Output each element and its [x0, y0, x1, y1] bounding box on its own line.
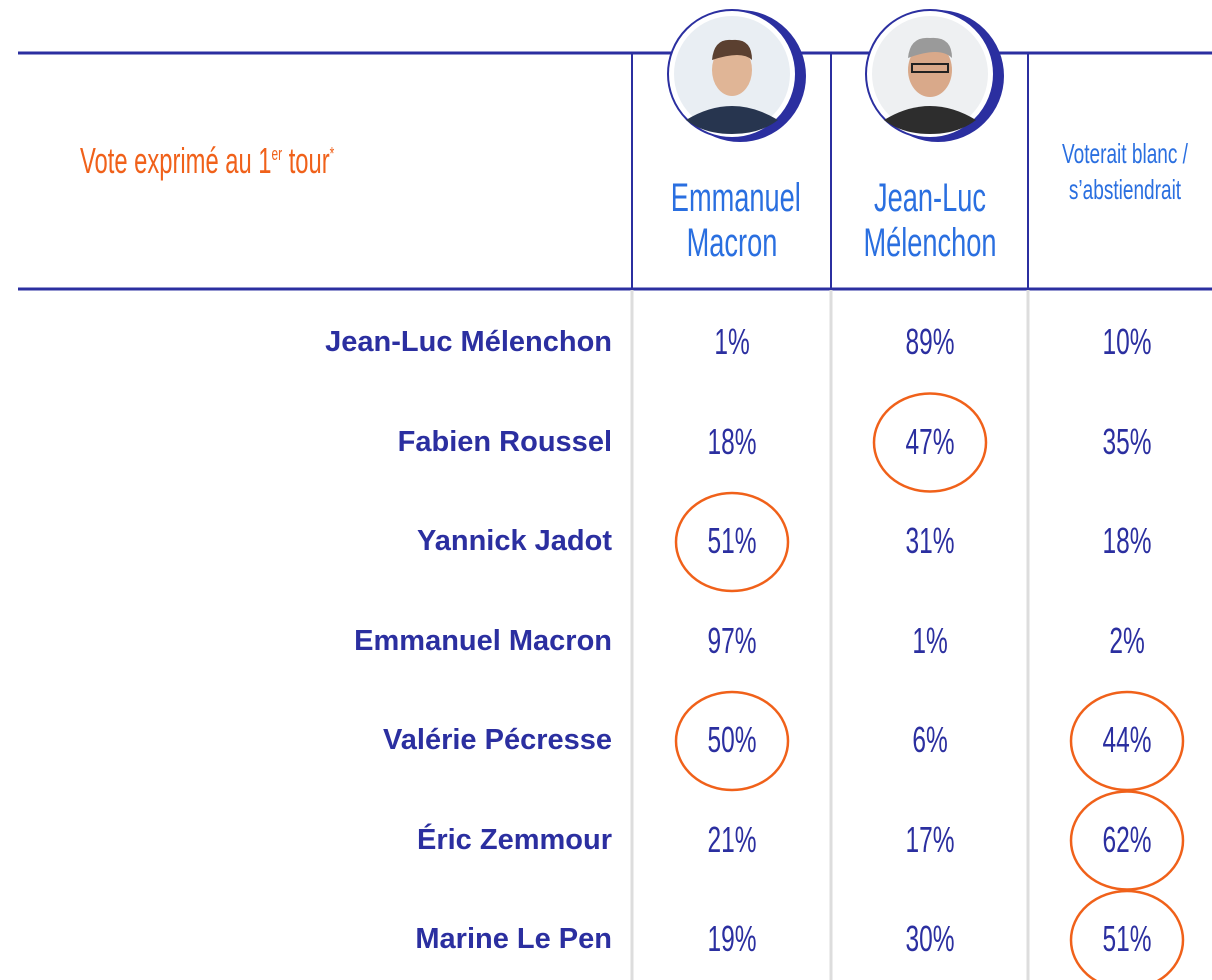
- cell-value: 89%: [905, 321, 955, 362]
- footnote-mark: *: [329, 144, 335, 164]
- cell-value: 18%: [1102, 520, 1152, 561]
- cell-value: 17%: [905, 818, 955, 860]
- photo-melenchon: [865, 9, 1004, 142]
- highlight-circle: [674, 690, 790, 792]
- cell: 2%: [1037, 620, 1212, 662]
- cell: 44%: [1037, 719, 1212, 761]
- cell: 50%: [642, 719, 822, 761]
- cell-value: 97%: [707, 619, 757, 661]
- row-label: Fabien Roussel: [397, 425, 612, 458]
- cell-value: 19%: [707, 918, 757, 959]
- cell: 18%: [642, 421, 822, 463]
- cell-value: 62%: [1102, 818, 1152, 860]
- cell: 97%: [642, 620, 822, 662]
- row-header-text: Vote exprimé au 1: [80, 140, 272, 181]
- cell: 51%: [1037, 918, 1212, 960]
- cell: 17%: [840, 819, 1020, 861]
- cell: 1%: [642, 321, 822, 363]
- row-label: Emmanuel Macron: [354, 624, 612, 657]
- cell-value: 6%: [912, 719, 948, 760]
- cell-value: 51%: [1102, 918, 1152, 959]
- highlight-circle: [674, 491, 790, 593]
- cell-value: 44%: [1102, 719, 1152, 760]
- cell-value: 47%: [905, 420, 955, 462]
- cell-value: 31%: [905, 520, 955, 561]
- cell-value: 1%: [714, 321, 750, 362]
- cell-value: 35%: [1102, 420, 1152, 462]
- cell: 10%: [1037, 321, 1212, 363]
- cell: 47%: [840, 421, 1020, 463]
- cell: 62%: [1037, 819, 1212, 861]
- column-header-text: Emmanuel Macron: [670, 176, 801, 265]
- cell-value: 51%: [707, 520, 757, 561]
- column-header: Emmanuel Macron: [642, 176, 822, 266]
- cell-value: 18%: [707, 420, 757, 462]
- column-header: Jean-Luc Mélenchon: [830, 176, 1030, 266]
- cell: 18%: [1037, 520, 1212, 562]
- cell-value: 21%: [707, 818, 757, 860]
- highlight-circle: [1069, 690, 1185, 792]
- row-header-sup: er: [271, 144, 283, 164]
- cell: 89%: [840, 321, 1020, 363]
- cell: 30%: [840, 918, 1020, 960]
- cell-value: 30%: [905, 918, 955, 959]
- highlight-circle: [872, 392, 988, 493]
- cell: 31%: [840, 520, 1020, 562]
- cell: 1%: [840, 620, 1020, 662]
- cell-value: 2%: [1109, 619, 1145, 661]
- photo-macron: [667, 9, 806, 142]
- column-header: Voterait blanc / s’abstiendrait: [1030, 136, 1212, 208]
- column-header-text: Voterait blanc / s’abstiendrait: [1062, 138, 1188, 205]
- row-label: Jean-Luc Mélenchon: [325, 326, 612, 358]
- cell: 19%: [642, 918, 822, 960]
- cell: 51%: [642, 520, 822, 562]
- cell: 35%: [1037, 421, 1212, 463]
- highlight-circle: [1069, 790, 1185, 891]
- cell-value: 10%: [1102, 321, 1152, 362]
- column-header-text: Jean-Luc Mélenchon: [863, 176, 997, 265]
- cell: 21%: [642, 819, 822, 861]
- row-header-end: tour: [288, 140, 330, 181]
- row-label: Yannick Jadot: [416, 525, 612, 557]
- highlight-circle: [1069, 889, 1185, 980]
- row-header: Vote exprimé au 1er tour*: [80, 140, 560, 182]
- row-label: Marine Le Pen: [415, 923, 612, 955]
- cell-value: 1%: [912, 619, 948, 661]
- cell-value: 50%: [707, 719, 757, 760]
- cell: 6%: [840, 719, 1020, 761]
- row-label: Éric Zemmour: [417, 823, 612, 856]
- row-label: Valérie Pécresse: [383, 724, 612, 756]
